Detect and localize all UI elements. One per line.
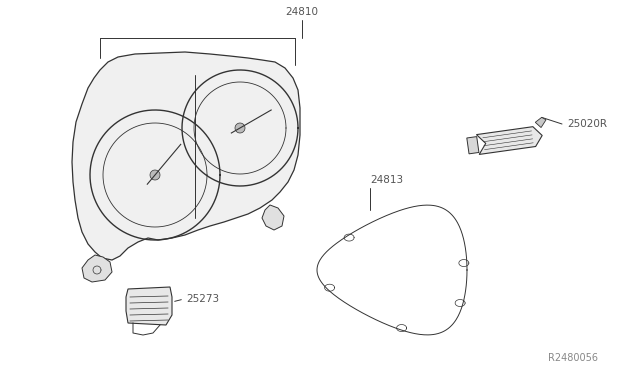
- Polygon shape: [535, 118, 546, 128]
- Polygon shape: [150, 170, 160, 180]
- Text: R2480056: R2480056: [548, 353, 598, 363]
- Polygon shape: [82, 255, 112, 282]
- Text: 24810: 24810: [285, 7, 319, 17]
- Polygon shape: [262, 205, 284, 230]
- Polygon shape: [467, 137, 479, 154]
- Text: 24813: 24813: [370, 175, 403, 185]
- Polygon shape: [72, 52, 300, 260]
- Polygon shape: [235, 123, 245, 133]
- Polygon shape: [126, 287, 172, 325]
- Polygon shape: [476, 127, 542, 154]
- Text: 25273: 25273: [186, 294, 219, 304]
- Text: 25020R: 25020R: [567, 119, 607, 129]
